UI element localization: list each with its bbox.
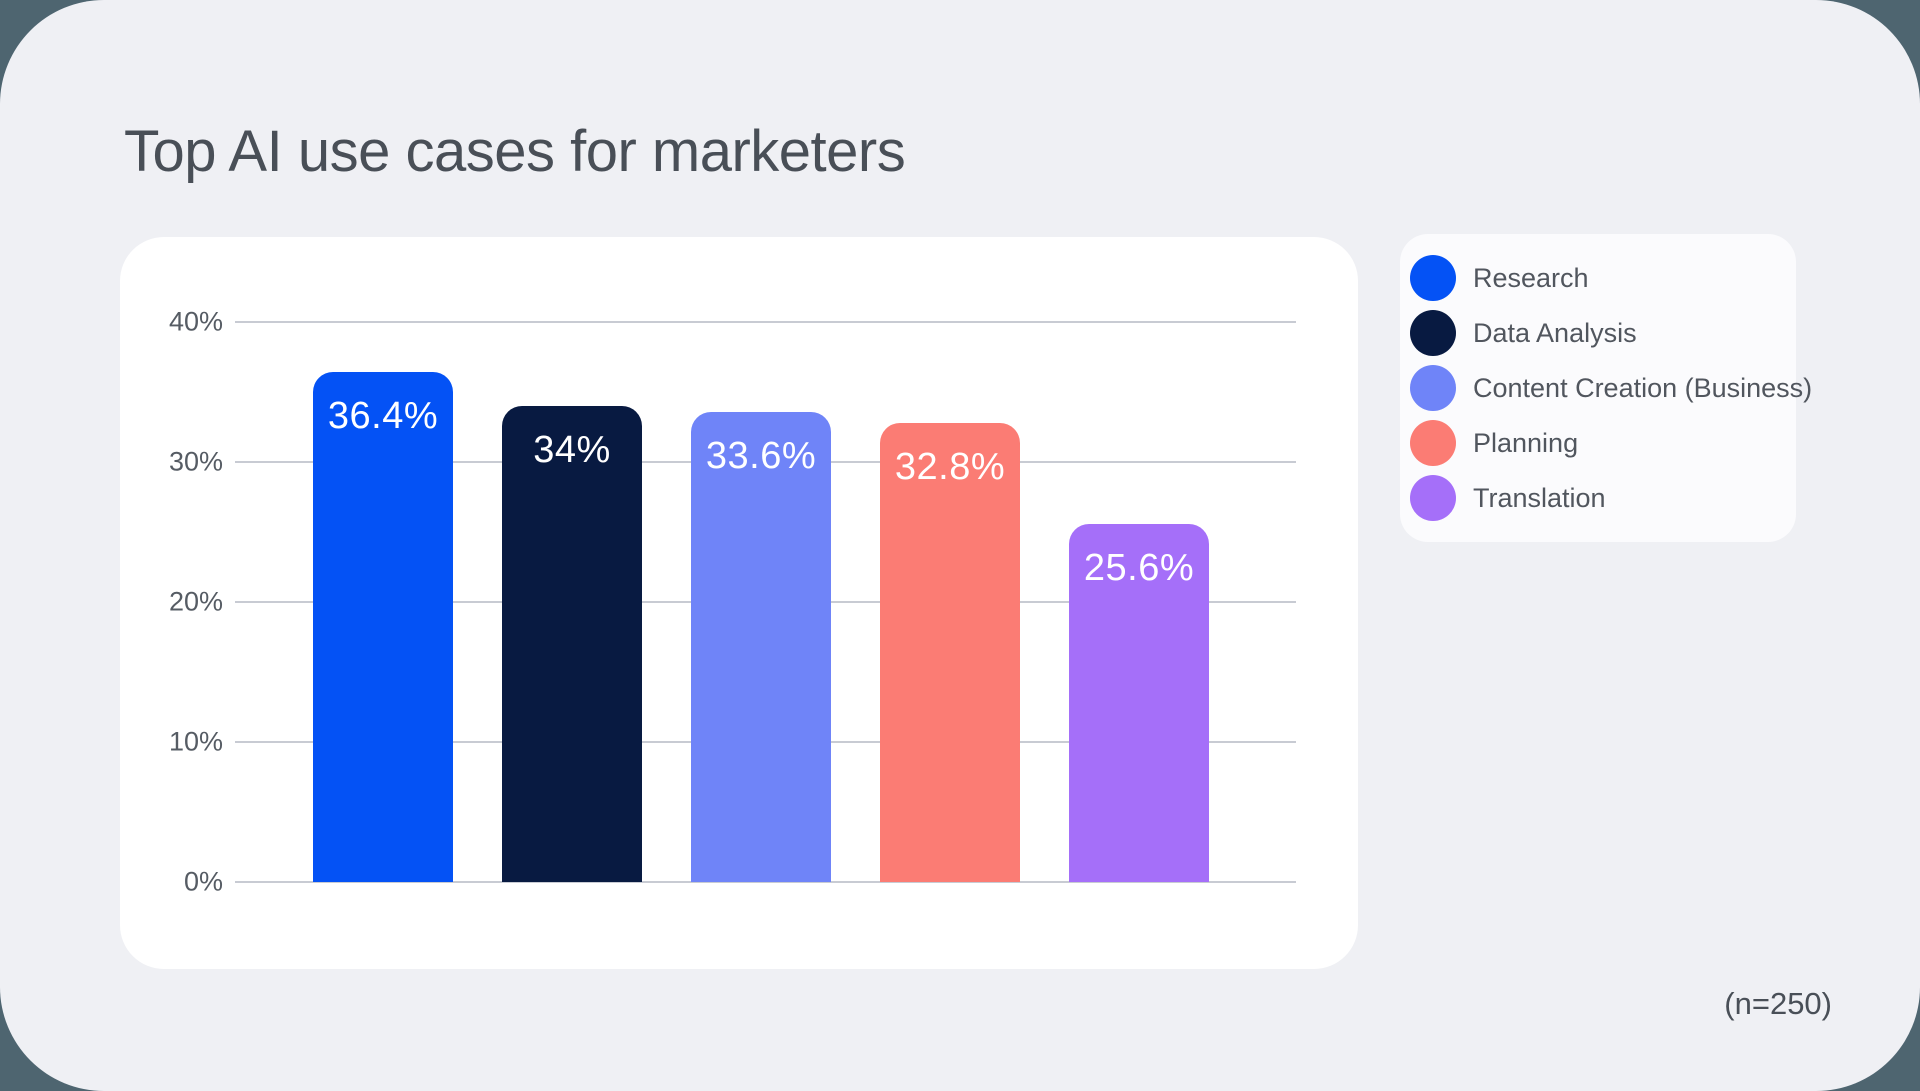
chart-title: Top AI use cases for marketers [124,119,906,184]
gridline-40 [235,321,1296,323]
legend-label: Data Analysis [1473,317,1637,348]
chart-card: 0% 10% 20% 30% 40% 36.4% 34% 33.6% 32.8% 25.6% [120,237,1358,969]
legend-label: Translation [1473,482,1606,513]
bar-research: 36.4% [313,372,453,882]
bar-value-label: 36.4% [327,395,439,437]
bar-translation: 25.6% [1069,524,1209,882]
y-tick-label-20: 20% [168,586,223,617]
legend-swatch-icon [1410,365,1456,411]
legend-swatch-icon [1410,310,1456,356]
legend-item-translation: Translation [1410,475,1782,521]
legend-item-data-analysis: Data Analysis [1410,310,1782,356]
gridline-0 [235,881,1296,883]
chart-legend: Research Data Analysis Content Creation (B… [1400,234,1812,542]
y-tick-label-30: 30% [168,446,223,477]
bar-content-creation-business: 33.6% [691,412,831,882]
legend-item-research: Research [1410,255,1782,301]
legend-label: Planning [1473,427,1579,458]
plot-area: 0% 10% 20% 30% 40% 36.4% 34% 33.6% 32.8% 25.6% [169,307,1296,897]
bar-data-analysis: 34% [502,406,642,882]
bar-value-label: 25.6% [1083,547,1195,589]
legend-label: Research [1473,262,1589,293]
legend-item-content-creation-business: Content Creation (Business) [1410,365,1812,411]
legend-swatch-icon [1410,255,1456,301]
bar-planning: 32.8% [880,423,1020,882]
legend-item-planning: Planning [1410,420,1782,466]
bar-value-label: 34% [533,429,611,471]
legend-label: Content Creation (Business) [1473,372,1813,403]
y-tick-label-40: 40% [168,306,223,337]
legend-swatch-icon [1410,475,1456,521]
y-tick-label-10: 10% [168,726,223,757]
bar-value-label: 33.6% [705,435,817,477]
sample-size-note: (n=250) [1724,986,1832,1021]
y-tick-label-0: 0% [183,866,223,897]
legend-swatch-icon [1410,420,1456,466]
bar-value-label: 32.8% [894,446,1006,488]
